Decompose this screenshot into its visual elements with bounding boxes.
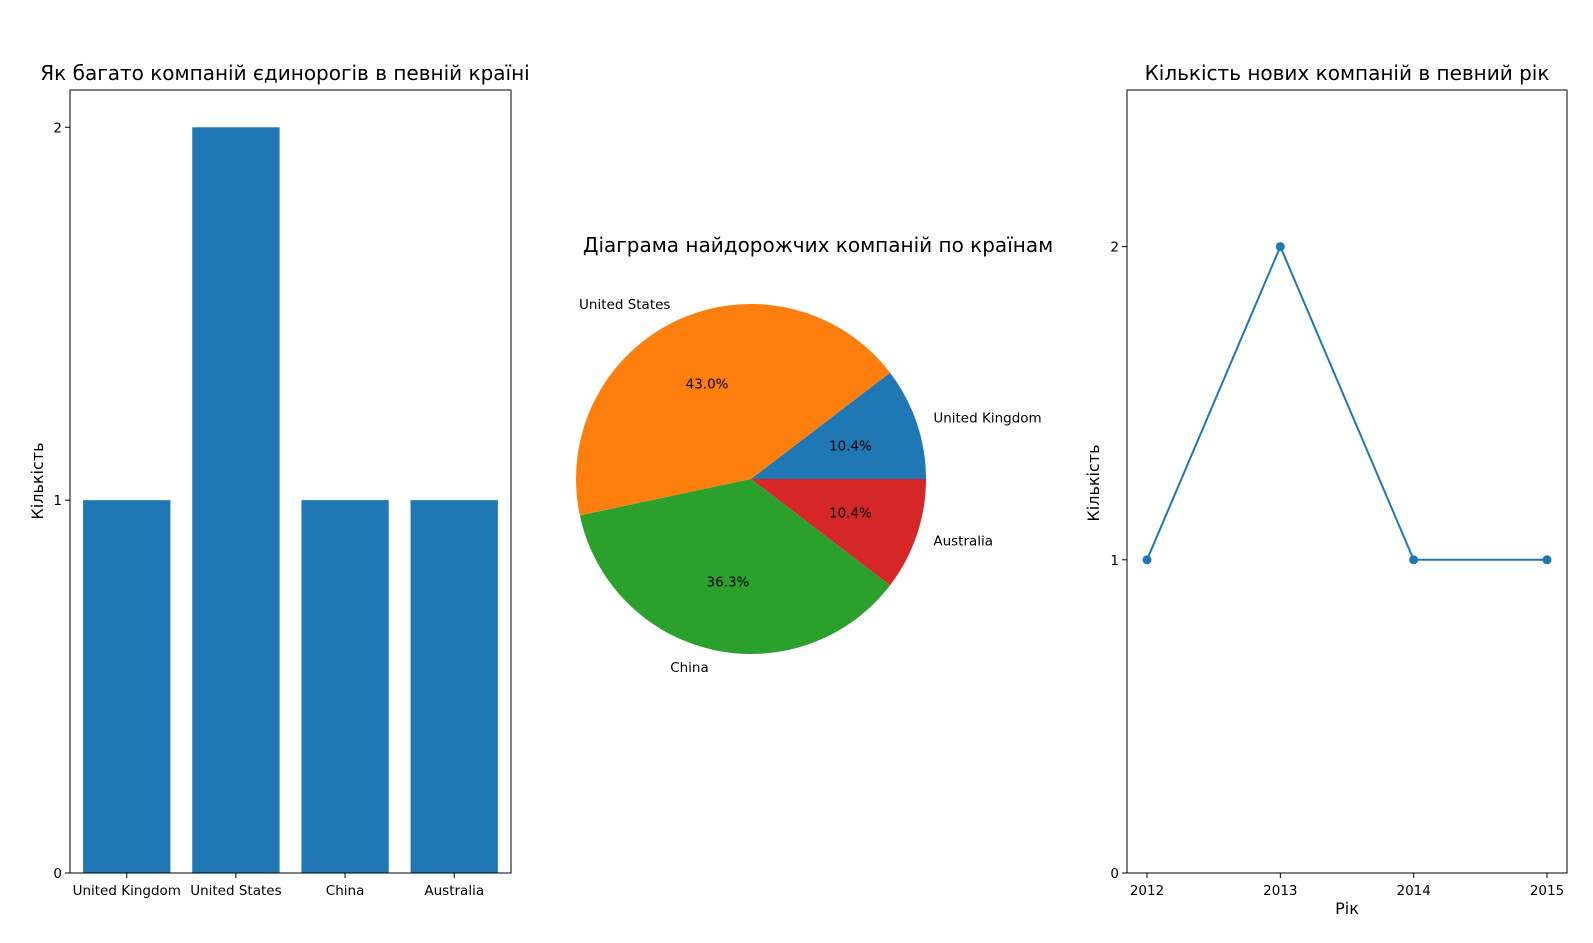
- line-chart-ylabel: Кількість: [1084, 444, 1103, 521]
- pie-chart-plot: United Kingdom 10.4% United States 43.0% Chi…: [576, 297, 1042, 676]
- x-tick-label: 2014: [1396, 883, 1430, 899]
- bar: [301, 500, 389, 873]
- bar-chart-ylabel: Кількість: [28, 442, 47, 519]
- x-tick-label: Australia: [424, 883, 484, 899]
- x-tick-label: 2012: [1130, 883, 1164, 899]
- data-point: [1142, 555, 1152, 565]
- pie-percent-label: 36.3%: [707, 574, 750, 590]
- y-tick-label: 1: [1110, 553, 1119, 569]
- bar: [83, 500, 171, 873]
- bar: [192, 127, 280, 874]
- pie-percent-label: 10.4%: [829, 506, 872, 522]
- y-tick-label: 2: [53, 120, 62, 136]
- data-point: [1542, 555, 1552, 565]
- x-tick-label: 2013: [1263, 883, 1297, 899]
- bar-chart-plot: [83, 127, 498, 874]
- pie-chart-title: Діаграма найдорожчих компаній по країнам: [583, 233, 1053, 257]
- data-point: [1409, 555, 1419, 565]
- pie-slice: [751, 479, 926, 586]
- y-tick-label: 0: [1110, 866, 1119, 882]
- line-chart-frame: [1126, 89, 1568, 874]
- pie-label: Australia: [933, 534, 993, 550]
- pie-slice: [751, 372, 926, 479]
- x-tick-label: United States: [190, 883, 281, 899]
- line-chart-y-axis: 0 1 2: [1110, 240, 1127, 882]
- pie-slice: [576, 303, 891, 516]
- line-chart: Кількість нових компаній в певний рік 0 1…: [1084, 61, 1568, 918]
- pie-percent-label: 43.0%: [686, 377, 729, 393]
- series-line: [1146, 244, 1547, 561]
- bar-chart-frame: [69, 89, 512, 874]
- bar-chart-x-axis: United Kingdom United States China Australi…: [73, 873, 484, 899]
- bar: [410, 500, 498, 873]
- pie-label: United States: [579, 297, 670, 313]
- y-tick-label: 2: [1110, 240, 1119, 256]
- line-chart-xlabel: Рік: [1335, 899, 1359, 918]
- x-tick-label: 2015: [1530, 883, 1564, 899]
- line-chart-x-axis: 2012 2013 2014 2015: [1130, 873, 1564, 899]
- data-point: [1275, 242, 1285, 252]
- line-chart-title: Кількість нових компаній в певний рік: [1145, 61, 1550, 85]
- y-tick-label: 1: [53, 493, 62, 509]
- bar-chart: Як багато компаній єдинорогів в певній к…: [28, 61, 530, 899]
- line-chart-plot: [1142, 242, 1552, 565]
- pie-percent-label: 10.4%: [829, 438, 872, 454]
- bar-chart-y-axis: 0 1 2: [53, 120, 70, 882]
- bar-chart-title: Як багато компаній єдинорогів в певній к…: [40, 61, 529, 85]
- pie-chart: Діаграма найдорожчих компаній по країнам…: [576, 233, 1053, 676]
- pie-label: United Kingdom: [933, 410, 1041, 426]
- pie-label: China: [670, 660, 709, 676]
- x-tick-label: China: [326, 883, 365, 899]
- y-tick-label: 0: [53, 866, 62, 882]
- pie-slice: [579, 479, 891, 654]
- x-tick-label: United Kingdom: [73, 883, 181, 899]
